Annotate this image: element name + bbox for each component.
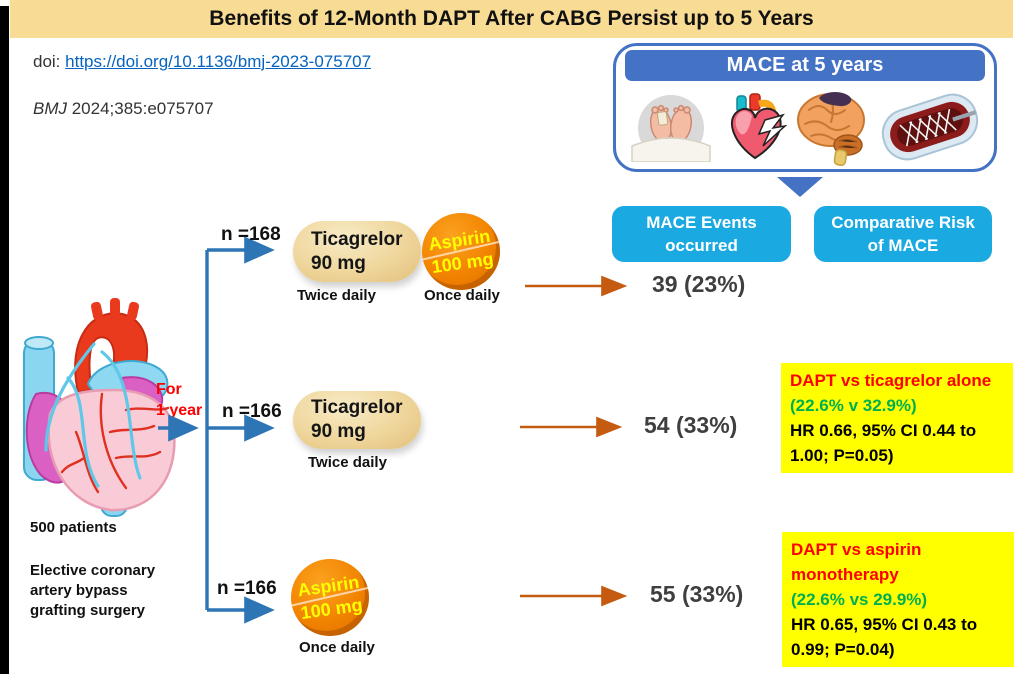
arm3-n-label: n =166: [217, 578, 277, 599]
dapt-vs-aspirin-comparison-box: DAPT vs aspirin monotherapy (22.6% vs 29…: [782, 532, 1014, 667]
mace-panel-header: MACE at 5 years: [625, 50, 985, 81]
comparison-rates: (22.6% v 32.9%): [790, 396, 917, 415]
death-feet-icon: [631, 95, 711, 162]
arm2-events-result: 54 (33%): [644, 412, 738, 438]
comparison-stats: HR 0.65, 95% CI 0.43 to 0.99; P=0.04): [791, 615, 978, 659]
stent-revascularization-icon: [881, 93, 979, 161]
doi-label: doi:: [33, 52, 61, 71]
comparative-risk-header-box: Comparative Risk of MACE: [814, 206, 992, 262]
page-title: Benefits of 12-Month DAPT After CABG Per…: [209, 7, 814, 30]
heart-attack-icon: [730, 93, 787, 160]
comparison-stats: HR 0.66, 95% CI 0.44 to 1.00; P=0.05): [790, 421, 977, 465]
arm2-ticagrelor-frequency: Twice daily: [308, 454, 387, 471]
arm1-aspirin-frequency: Once daily: [424, 287, 500, 304]
mace-outcome-panel: MACE at 5 years: [613, 43, 997, 172]
dapt-vs-ticagrelor-comparison-box: DAPT vs ticagrelor alone (22.6% v 32.9%)…: [781, 363, 1013, 473]
comparison-title: DAPT vs aspirin monotherapy: [791, 540, 922, 584]
panel-down-arrow: [777, 177, 823, 197]
arm1-ticagrelor-pill: Ticagrelor 90 mg: [293, 221, 421, 282]
journal-name: BMJ: [33, 99, 67, 118]
arm1-n-label: n =168: [221, 224, 281, 245]
arm2-ticagrelor-pill: Ticagrelor 90 mg: [293, 391, 421, 449]
arm1-ticagrelor-frequency: Twice daily: [297, 287, 376, 304]
title-bar: Benefits of 12-Month DAPT After CABG Per…: [10, 0, 1013, 38]
mace-icon-row: [624, 84, 986, 170]
doi-link[interactable]: https://doi.org/10.1136/bmj-2023-075707: [65, 52, 372, 71]
arm1-aspirin-tablet: Aspirin 100 mg: [422, 213, 500, 290]
comparison-rates: (22.6% vs 29.9%): [791, 590, 928, 609]
journal-citation: BMJ 2024;385:e075707: [33, 99, 214, 119]
arm3-aspirin-tablet: Aspirin 100 mg: [291, 559, 369, 636]
comparison-title: DAPT vs ticagrelor alone: [790, 371, 992, 390]
arm1-events-result: 39 (23%): [652, 271, 746, 297]
arm2-n-label: n =166: [222, 401, 282, 422]
left-border-strip: [0, 6, 9, 674]
cabg-heart-illustration: [23, 298, 176, 517]
patients-count: 500 patients: [30, 519, 117, 536]
procedure-description: Elective coronary artery bypass grafting…: [30, 562, 156, 619]
stroke-brain-icon: [797, 92, 866, 166]
doi-line: doi: https://doi.org/10.1136/bmj-2023-07…: [33, 52, 371, 72]
arm3-events-result: 55 (33%): [650, 581, 744, 607]
arm3-aspirin-frequency: Once daily: [299, 639, 375, 656]
journal-reference: 2024;385:e075707: [67, 99, 214, 118]
mace-events-header-box: MACE Events occurred: [612, 206, 791, 262]
